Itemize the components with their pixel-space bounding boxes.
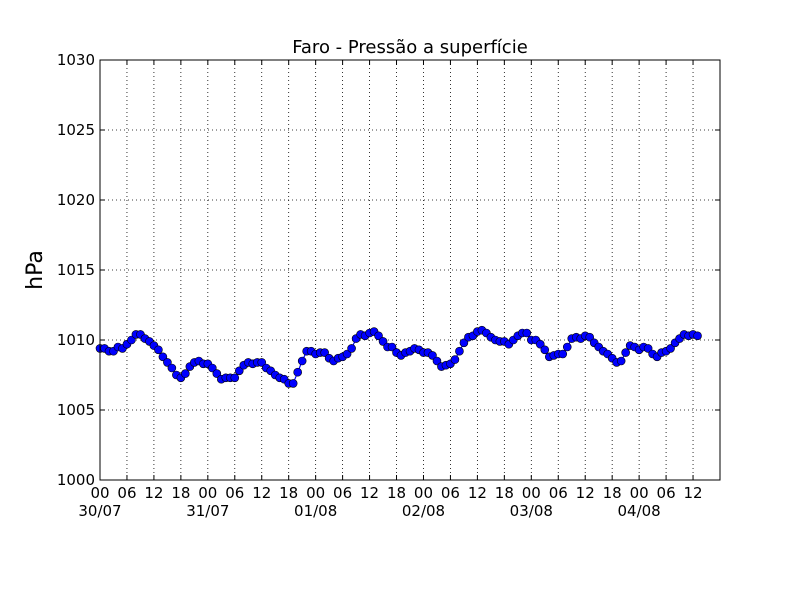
data-point (154, 345, 163, 355)
x-tick-label: 12 (252, 484, 271, 502)
date-label: 31/07 (186, 502, 229, 520)
data-point (616, 356, 626, 366)
data-point (297, 356, 307, 366)
data-point (293, 367, 302, 377)
x-tick-label: 18 (495, 484, 514, 502)
data-point (347, 344, 356, 353)
data-point (585, 332, 595, 342)
data-point (378, 337, 388, 346)
data-point (643, 344, 653, 353)
x-tick-label: 12 (468, 484, 487, 502)
x-tick-label: 06 (225, 484, 244, 502)
data-point (320, 348, 329, 357)
y-axis-label: hPa (23, 250, 48, 290)
data-point (167, 363, 177, 373)
grid-lines (100, 60, 720, 480)
x-tick-label: 00 (90, 484, 109, 502)
data-point (234, 366, 244, 376)
axis-ticks (99, 59, 720, 481)
x-tick-label: 06 (657, 484, 676, 502)
data-point (535, 339, 545, 349)
data-point (459, 338, 469, 348)
x-tick-label: 00 (306, 484, 325, 502)
x-tick-label: 00 (198, 484, 217, 502)
x-tick-label: 00 (630, 484, 649, 502)
data-point (212, 369, 222, 378)
y-tick-label: 1010 (57, 331, 95, 349)
date-label: 03/08 (510, 502, 553, 520)
x-tick-label: 18 (171, 484, 190, 502)
x-tick-label: 18 (387, 484, 406, 502)
data-point (127, 335, 136, 345)
data-points (95, 325, 702, 388)
data-point (342, 349, 352, 359)
date-label: 04/08 (618, 502, 661, 520)
x-tick-label: 18 (603, 484, 622, 502)
data-point (432, 356, 442, 366)
data-point (428, 351, 437, 360)
data-point (230, 373, 240, 383)
x-tick-label: 00 (522, 484, 541, 502)
data-point (288, 379, 298, 388)
x-tick-label: 00 (414, 484, 433, 502)
data-point (522, 328, 532, 338)
x-tick-label: 06 (333, 484, 352, 502)
data-point (163, 358, 172, 367)
data-point (693, 331, 702, 341)
y-tick-label: 1020 (57, 191, 95, 209)
data-point (181, 369, 190, 378)
y-tick-label: 1000 (57, 471, 95, 489)
data-point (621, 348, 630, 357)
date-label: 01/08 (294, 502, 337, 520)
date-label: 02/08 (402, 502, 445, 520)
x-tick-label: 06 (441, 484, 460, 502)
x-tick-label: 06 (549, 484, 568, 502)
data-point (540, 345, 550, 355)
chart-title: Faro - Pressão a superfície (292, 37, 528, 58)
date-labels: 30/07 31/07 01/08 02/08 03/08 04/08 (78, 502, 660, 520)
data-point (455, 346, 464, 356)
x-tick-label: 06 (117, 484, 136, 502)
x-tick-labels: 00 06 12 18 00 06 12 18 00 06 12 18 00 06 12 18 00 06 12 18… (90, 484, 702, 502)
data-point (562, 342, 572, 352)
x-tick-label: 12 (683, 484, 702, 502)
data-point (558, 349, 568, 359)
data-point (208, 363, 217, 373)
x-tick-label: 18 (279, 484, 298, 502)
data-point (450, 355, 460, 364)
data-point (387, 342, 397, 352)
data-point (257, 358, 267, 367)
x-tick-label: 12 (360, 484, 379, 502)
y-tick-label: 1005 (57, 401, 95, 419)
x-tick-label: 12 (576, 484, 595, 502)
x-tick-label: 12 (144, 484, 163, 502)
data-point (374, 331, 383, 341)
data-point (666, 344, 675, 353)
data-point (158, 352, 168, 362)
y-tick-label: 1030 (57, 51, 95, 69)
date-label: 30/07 (78, 502, 121, 520)
y-tick-labels: 1000 1005 1010 1015 1020 1025 1030 (57, 51, 95, 489)
y-tick-label: 1025 (57, 121, 95, 139)
y-tick-label: 1015 (57, 261, 95, 279)
